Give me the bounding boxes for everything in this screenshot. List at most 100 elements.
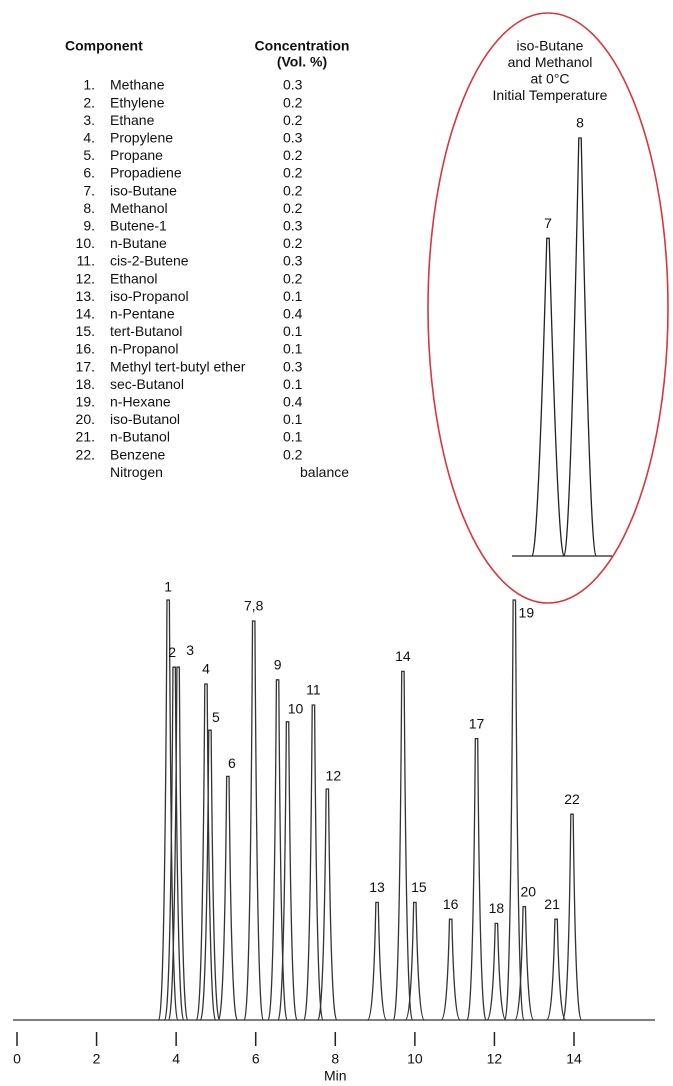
- component-number: 2.: [83, 94, 95, 110]
- peak-label: 2: [168, 644, 176, 660]
- component-name: n-Butanol: [110, 429, 170, 445]
- inset-border: [427, 12, 669, 604]
- peak-label: 12: [326, 768, 342, 784]
- component-name: Butene-1: [110, 218, 167, 234]
- peak-label: 18: [489, 900, 505, 916]
- peak-label: 21: [544, 896, 560, 912]
- peak-label: 5: [212, 709, 220, 725]
- component-name: n-Pentane: [110, 306, 175, 322]
- component-number: 16.: [76, 341, 95, 357]
- component-number: 20.: [76, 411, 95, 427]
- peak: [317, 788, 338, 1021]
- component-concentration: 0.2: [283, 446, 303, 462]
- inset-title: Initial Temperature: [493, 87, 608, 103]
- component-concentration: 0.4: [283, 306, 303, 322]
- peak-label: 10: [288, 701, 304, 717]
- x-tick-label: 0: [13, 1051, 21, 1067]
- peak: [504, 599, 525, 1021]
- peak-label: 3: [186, 642, 194, 658]
- inset-title: and Methanol: [508, 54, 593, 70]
- x-tick-label: 10: [407, 1051, 423, 1067]
- peak: [277, 721, 298, 1021]
- component-number: 11.: [77, 253, 95, 269]
- peak-label: 22: [564, 791, 580, 807]
- component-name: cis-2-Butene: [110, 253, 189, 269]
- peak: [243, 620, 264, 1021]
- component-name: tert-Butanol: [110, 323, 182, 339]
- component-name: Benzene: [110, 446, 165, 462]
- peak: [392, 670, 414, 1021]
- peak: [545, 918, 567, 1021]
- peak-label: 15: [411, 879, 427, 895]
- component-name: Ethane: [110, 112, 155, 128]
- component-number: 14.: [76, 306, 95, 322]
- component-concentration: 0.2: [283, 147, 303, 163]
- peak: [167, 666, 189, 1021]
- peak-label: 4: [202, 661, 210, 677]
- peak-label: 13: [369, 879, 385, 895]
- peak: [514, 905, 535, 1021]
- peak: [199, 729, 221, 1021]
- peak: [561, 813, 583, 1021]
- column-header: (Vol. %): [277, 54, 327, 70]
- component-concentration: 0.2: [283, 235, 303, 251]
- x-tick-label: 8: [331, 1051, 339, 1067]
- component-number: 9.: [83, 218, 95, 234]
- component-number: 17.: [76, 358, 95, 374]
- component-concentration: 0.2: [283, 165, 303, 181]
- component-concentration: 0.3: [283, 218, 303, 234]
- component-name: n-Butane: [110, 235, 167, 251]
- component-concentration: 0.1: [283, 323, 303, 339]
- balance-value: balance: [300, 464, 349, 480]
- component-name: iso-Propanol: [110, 288, 189, 304]
- component-number: 3.: [83, 112, 95, 128]
- component-name: Methanol: [110, 200, 168, 216]
- component-number: 21.: [76, 429, 95, 445]
- component-number: 10.: [76, 235, 95, 251]
- x-tick-label: 2: [93, 1051, 101, 1067]
- peak: [303, 704, 324, 1021]
- component-concentration: 0.1: [283, 411, 303, 427]
- peak: [466, 737, 487, 1021]
- component-number: 5.: [83, 147, 95, 163]
- component-name: Methane: [110, 77, 165, 93]
- component-concentration: 0.2: [283, 94, 303, 110]
- peak-label: 20: [520, 883, 536, 899]
- component-number: 22.: [76, 446, 95, 462]
- x-tick-label: 6: [252, 1051, 260, 1067]
- component-name: n-Propanol: [110, 341, 179, 357]
- column-header: Component: [65, 38, 143, 54]
- component-concentration: 0.3: [283, 253, 303, 269]
- component-number: 19.: [76, 394, 95, 410]
- peak: [164, 666, 185, 1021]
- peak: [217, 775, 239, 1021]
- peak: [486, 922, 507, 1021]
- peak-label: 16: [443, 896, 459, 912]
- peak-label: 7,8: [244, 598, 264, 614]
- component-concentration: 0.1: [283, 376, 303, 392]
- column-header: Concentration: [255, 38, 350, 54]
- peak: [366, 901, 388, 1021]
- x-tick-label: 14: [566, 1051, 582, 1067]
- component-name: n-Hexane: [110, 394, 171, 410]
- component-name: Ethylene: [110, 94, 165, 110]
- component-number: 1.: [83, 77, 95, 93]
- peak-label: 6: [228, 755, 236, 771]
- peak: [440, 918, 461, 1021]
- peak: [158, 599, 179, 1021]
- peak: [195, 683, 217, 1021]
- x-tick-label: 12: [487, 1051, 503, 1067]
- component-concentration: 0.3: [283, 358, 303, 374]
- component-concentration: 0.1: [283, 341, 303, 357]
- component-name: Methyl tert-butyl ether: [110, 358, 246, 374]
- component-name: iso-Butane: [110, 182, 177, 198]
- inset-title: at 0°C: [530, 71, 569, 87]
- component-name: Ethanol: [110, 270, 157, 286]
- peak-label: 9: [274, 657, 282, 673]
- peak: [267, 679, 288, 1021]
- component-number: 18.: [76, 376, 95, 392]
- component-number: 8.: [83, 200, 95, 216]
- component-concentration: 0.2: [283, 112, 303, 128]
- component-concentration: 0.2: [283, 270, 303, 286]
- peak-label: 17: [469, 715, 485, 731]
